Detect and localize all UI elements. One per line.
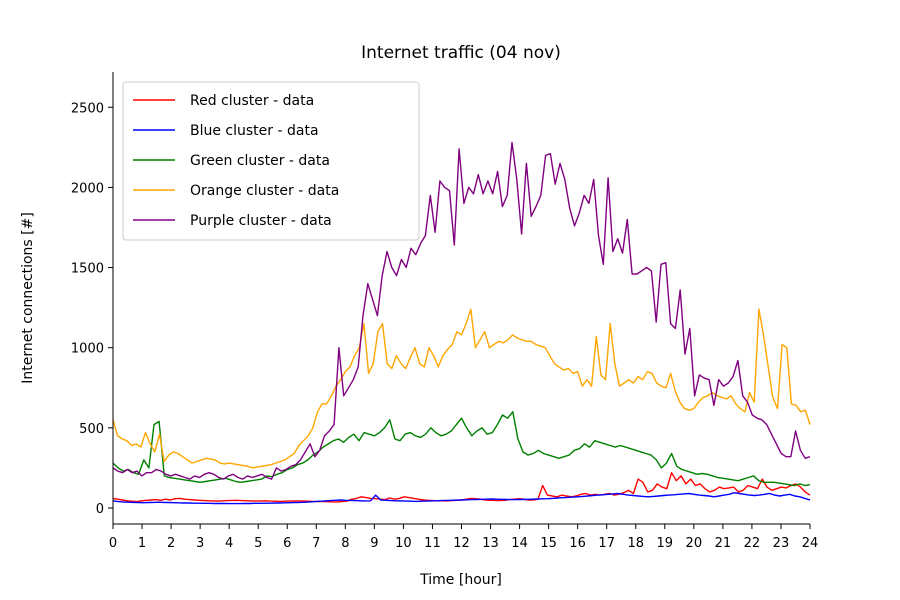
x-tick-label: 22 — [744, 536, 761, 551]
x-tick-label: 17 — [598, 536, 615, 551]
x-tick-label: 19 — [657, 536, 674, 551]
y-tick-label: 0 — [96, 502, 104, 517]
y-tick-label: 2500 — [71, 101, 104, 116]
y-tick-label: 2000 — [71, 181, 104, 196]
legend: Red cluster - data Blue cluster - data Gre… — [122, 81, 420, 241]
x-tick-label: 4 — [225, 536, 233, 551]
legend-label-1: Red cluster - data — [190, 93, 314, 109]
legend-label-3: Green cluster - data — [190, 153, 330, 169]
x-tick-label: 13 — [482, 536, 499, 551]
x-tick-label: 18 — [627, 536, 644, 551]
x-tick-label: 8 — [341, 536, 349, 551]
series-layer — [112, 141, 811, 505]
y-tick-label: 1500 — [71, 262, 104, 277]
plot-area — [112, 141, 811, 505]
x-tick-label: 24 — [802, 536, 819, 551]
legend-box — [122, 81, 420, 241]
x-tick-label: 6 — [283, 536, 291, 551]
x-tick-label: 20 — [686, 536, 703, 551]
x-tick-label: 7 — [312, 536, 320, 551]
x-tick-label: 3 — [196, 536, 204, 551]
y-axis-label: Internet connections [#] — [20, 212, 36, 384]
series-line-4 — [112, 308, 811, 469]
x-tick-label: 10 — [395, 536, 412, 551]
x-tick-label: 0 — [109, 536, 117, 551]
series-line-5 — [112, 141, 811, 480]
x-tick-label: 5 — [254, 536, 262, 551]
x-tick-label: 9 — [370, 536, 378, 551]
legend-label-4: Orange cluster - data — [190, 183, 339, 199]
x-axis-ticks: 0 1 2 3 4 5 6 7 8 9 10 11 12 13 14 15 16 17 18 19 20 21 22 23 24 — [109, 524, 818, 551]
x-axis-label: Time [hour] — [419, 572, 502, 588]
x-tick-label: 1 — [138, 536, 146, 551]
chart-title: Internet traffic (04 nov) — [361, 43, 561, 63]
x-tick-label: 2 — [167, 536, 175, 551]
legend-label-2: Blue cluster - data — [190, 123, 319, 139]
x-tick-label: 15 — [540, 536, 557, 551]
y-tick-label: 500 — [79, 422, 104, 437]
series-line-2 — [112, 492, 811, 505]
x-tick-label: 12 — [453, 536, 470, 551]
series-line-3 — [112, 411, 811, 487]
legend-items: Red cluster - data Blue cluster - data Gre… — [133, 93, 339, 229]
x-tick-label: 23 — [773, 536, 790, 551]
legend-label-5: Purple cluster - data — [190, 213, 332, 229]
x-tick-label: 14 — [511, 536, 528, 551]
x-tick-label: 21 — [715, 536, 732, 551]
x-tick-label: 16 — [569, 536, 586, 551]
y-tick-label: 1000 — [71, 342, 104, 357]
y-axis-ticks: 0 500 1000 1500 2000 2500 — [71, 101, 113, 517]
x-tick-label: 11 — [424, 536, 441, 551]
